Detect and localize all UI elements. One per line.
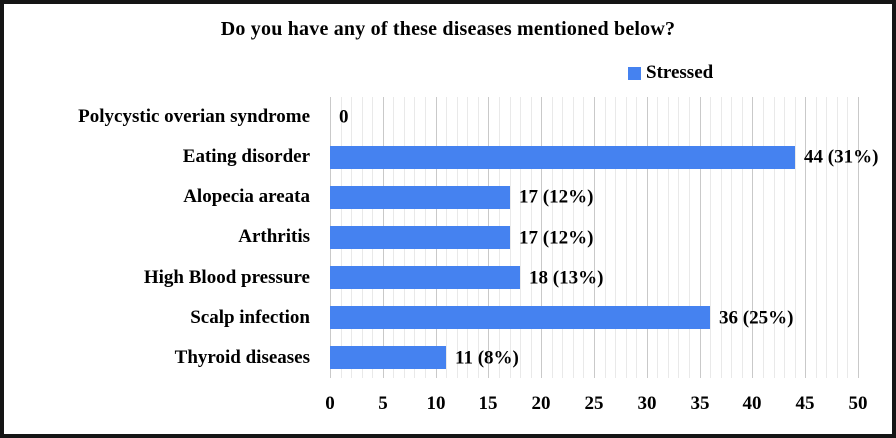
bar (330, 266, 520, 289)
major-gridline (805, 97, 806, 378)
minor-gridline (657, 97, 658, 378)
category-label: High Blood pressure (143, 266, 310, 288)
minor-gridline (531, 97, 532, 378)
legend-label: Stressed (646, 62, 714, 83)
minor-gridline (742, 97, 743, 378)
minor-gridline (583, 97, 584, 378)
minor-gridline (626, 97, 627, 378)
data-label: 0 (339, 106, 349, 128)
plot-area: 0 44 (31%) 17 (12%) 17 (12%) 18 (13%) 36 (25%… (330, 97, 878, 378)
minor-gridline (826, 97, 827, 378)
minor-gridline (520, 97, 521, 378)
minor-gridline (763, 97, 764, 378)
chart-title: Do you have any of these diseases mentio… (220, 18, 676, 40)
x-tick-label: 5 (378, 393, 388, 414)
major-gridline (541, 97, 542, 378)
bar (330, 226, 510, 249)
category-label: Arthritis (238, 226, 310, 248)
minor-gridline (552, 97, 553, 378)
x-tick-label: 45 (795, 393, 815, 414)
x-tick-label: 35 (690, 393, 710, 414)
category-axis: Polycystic overian syndrome Eating disord… (4, 97, 310, 378)
minor-gridline (784, 97, 785, 378)
legend: Stressed (628, 62, 713, 84)
data-label: 11 (8%) (455, 347, 519, 369)
x-tick-label: 30 (637, 393, 657, 414)
x-tick-label: 10 (426, 393, 446, 414)
data-label: 17 (12%) (519, 186, 594, 208)
minor-gridline (573, 97, 574, 378)
minor-gridline (795, 97, 796, 378)
minor-gridline (678, 97, 679, 378)
category-label: Scalp infection (190, 306, 310, 328)
minor-gridline (689, 97, 690, 378)
minor-gridline (615, 97, 616, 378)
data-label: 18 (13%) (529, 267, 604, 289)
minor-gridline (710, 97, 711, 378)
bar (330, 186, 510, 209)
minor-gridline (837, 97, 838, 378)
category-label: Polycystic overian syndrome (78, 106, 310, 128)
legend-swatch-icon (628, 66, 641, 80)
major-gridline (700, 97, 701, 378)
x-tick-label: 25 (584, 393, 604, 414)
data-label: 36 (25%) (719, 307, 794, 329)
x-tick-label: 40 (742, 393, 762, 414)
minor-gridline (847, 97, 848, 378)
category-label: Thyroid diseases (174, 346, 310, 368)
data-label: 17 (12%) (519, 227, 594, 248)
bar (330, 346, 446, 369)
bar (330, 306, 710, 329)
x-tick-label: 20 (531, 393, 551, 414)
minor-gridline (562, 97, 563, 378)
minor-gridline (510, 97, 511, 378)
bar (330, 146, 795, 169)
major-gridline (752, 97, 753, 378)
minor-gridline (816, 97, 817, 378)
x-tick-label: 15 (478, 393, 498, 414)
x-tick-label: 50 (848, 393, 868, 414)
data-label: 44 (31%) (804, 146, 879, 168)
minor-gridline (605, 97, 606, 378)
category-label: Alopecia areata (183, 186, 310, 208)
x-tick-label: 0 (325, 393, 335, 414)
minor-gridline (721, 97, 722, 378)
major-gridline (594, 97, 595, 378)
category-label: Eating disorder (182, 146, 310, 168)
major-gridline (858, 97, 859, 378)
minor-gridline (731, 97, 732, 378)
major-gridline (647, 97, 648, 378)
minor-gridline (636, 97, 637, 378)
minor-gridline (774, 97, 775, 378)
minor-gridline (668, 97, 669, 378)
